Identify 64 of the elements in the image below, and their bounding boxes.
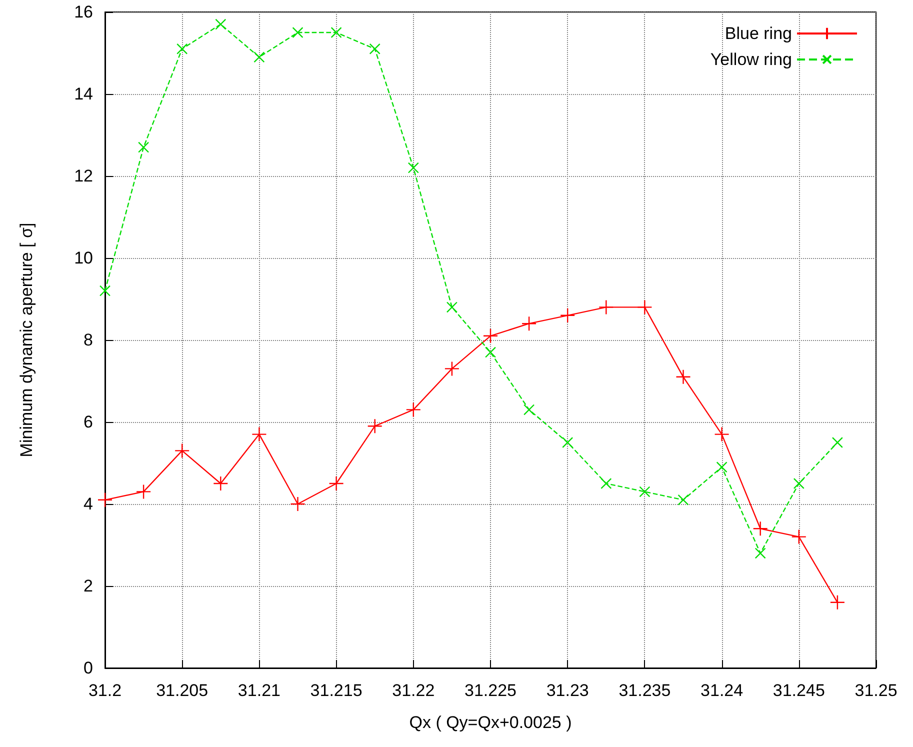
point [97, 492, 113, 508]
point [560, 308, 576, 323]
legend-label: Blue ring [724, 24, 792, 43]
point [600, 478, 612, 490]
point [408, 162, 419, 174]
point [521, 316, 537, 332]
point [367, 418, 382, 434]
point [482, 328, 498, 344]
point [716, 462, 728, 473]
point [791, 529, 806, 544]
x-tick-label: 31.25 [854, 681, 898, 700]
point [176, 43, 188, 54]
y-tick-label: 4 [84, 494, 93, 514]
point [793, 478, 804, 490]
point [562, 436, 574, 448]
point [136, 484, 152, 500]
point [330, 26, 342, 38]
point [446, 302, 458, 313]
x-tick-label: 31.21 [238, 681, 280, 700]
point [444, 361, 460, 376]
point [292, 26, 304, 38]
point [752, 521, 768, 536]
y-tick-label: 14 [74, 84, 93, 104]
point [639, 486, 650, 498]
point [213, 476, 228, 492]
point [254, 52, 265, 63]
point [484, 346, 496, 358]
point [676, 369, 691, 384]
y-tick-label: 0 [84, 658, 93, 678]
point [369, 43, 380, 54]
x-axis-title: Qx ( Qy=Qx+0.0025 ) [409, 713, 572, 732]
y-tick-label: 2 [84, 576, 93, 596]
x-tick-label: 31.235 [618, 681, 671, 700]
legend-label: Yellow ring [710, 50, 792, 69]
point [290, 496, 306, 512]
point [215, 18, 226, 30]
y-tick-label: 6 [84, 412, 93, 432]
x-tick-label: 31.205 [156, 681, 208, 700]
y-tick-label: 16 [74, 2, 93, 22]
x-tick-label: 31.215 [310, 681, 362, 700]
point [678, 494, 689, 506]
point [138, 142, 150, 153]
point [406, 402, 421, 418]
y-tick-label: 8 [84, 330, 93, 350]
x-tick-label: 31.22 [392, 681, 435, 700]
y-tick-label: 10 [74, 248, 93, 268]
point [99, 285, 111, 296]
point [832, 436, 843, 448]
point [174, 443, 190, 458]
point [598, 300, 614, 315]
x-tick-label: 31.2 [88, 681, 122, 700]
point [830, 594, 846, 610]
point [252, 426, 267, 442]
x-tick-label: 31.245 [772, 681, 825, 700]
point [328, 476, 344, 492]
point [524, 404, 535, 416]
x-tick-label: 31.24 [700, 681, 744, 700]
y-tick-label: 12 [74, 166, 93, 186]
x-tick-label: 31.225 [464, 681, 516, 700]
x-tick-label: 31.23 [546, 681, 589, 700]
point [714, 426, 730, 442]
point [637, 300, 652, 315]
point [754, 548, 766, 559]
y-axis-title: Minimum dynamic aperture [ σ] [17, 222, 36, 458]
